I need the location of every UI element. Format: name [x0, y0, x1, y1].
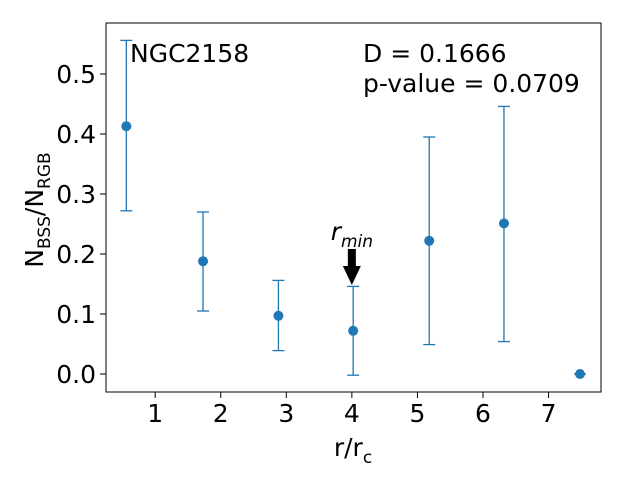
- x-axis-label-main: r/r: [334, 433, 364, 462]
- y-tick-label: 0.3: [56, 180, 96, 209]
- y-axis-label-sub-bss: BSS: [35, 216, 55, 249]
- x-tick-label: 5: [409, 399, 425, 428]
- x-tick-label: 1: [147, 399, 163, 428]
- axis-ticks: 1 2 3 4 5 6 7 0.0 0.1 0.2 0.3 0.4 0.5: [56, 60, 556, 428]
- p-value-text: p-value = 0.0709: [363, 69, 580, 98]
- y-axis-label-n: N: [20, 249, 49, 268]
- data-marks: [120, 39, 587, 379]
- rmin-label-sub: min: [341, 232, 373, 252]
- x-tick-label: 2: [213, 399, 229, 428]
- rmin-label: rmin: [331, 217, 373, 252]
- data-point: [121, 121, 132, 132]
- x-axis-label: r/rc: [334, 433, 372, 468]
- cluster-label: NGC2158: [130, 39, 249, 68]
- y-tick-label: 0.1: [56, 300, 96, 329]
- data-point: [273, 310, 284, 321]
- x-axis-label-sub: c: [363, 448, 372, 468]
- x-tick-label: 7: [541, 399, 557, 428]
- rmin-label-main: r: [331, 217, 343, 246]
- y-tick-label: 0.4: [56, 120, 96, 149]
- rmin-annotation: rmin: [331, 217, 373, 285]
- x-tick-label: 3: [278, 399, 294, 428]
- data-point: [575, 369, 586, 379]
- y-axis-label-sep: /N: [20, 189, 49, 216]
- y-tick-label: 0.0: [56, 360, 96, 389]
- ks-statistic-text: D = 0.1666: [363, 39, 507, 68]
- x-tick-label: 4: [344, 399, 360, 428]
- data-point: [424, 235, 435, 246]
- data-point: [498, 218, 509, 229]
- data-point: [198, 256, 209, 267]
- y-axis-label-sub-rgb: RGB: [35, 152, 55, 189]
- rmin-arrow: [342, 249, 361, 285]
- y-axis-label: NBSS/NRGB: [20, 152, 55, 267]
- plot-frame: [105, 22, 602, 393]
- y-tick-label: 0.5: [56, 60, 96, 89]
- data-point: [348, 325, 359, 336]
- y-tick-label: 0.2: [56, 240, 96, 269]
- x-tick-label: 6: [475, 399, 491, 428]
